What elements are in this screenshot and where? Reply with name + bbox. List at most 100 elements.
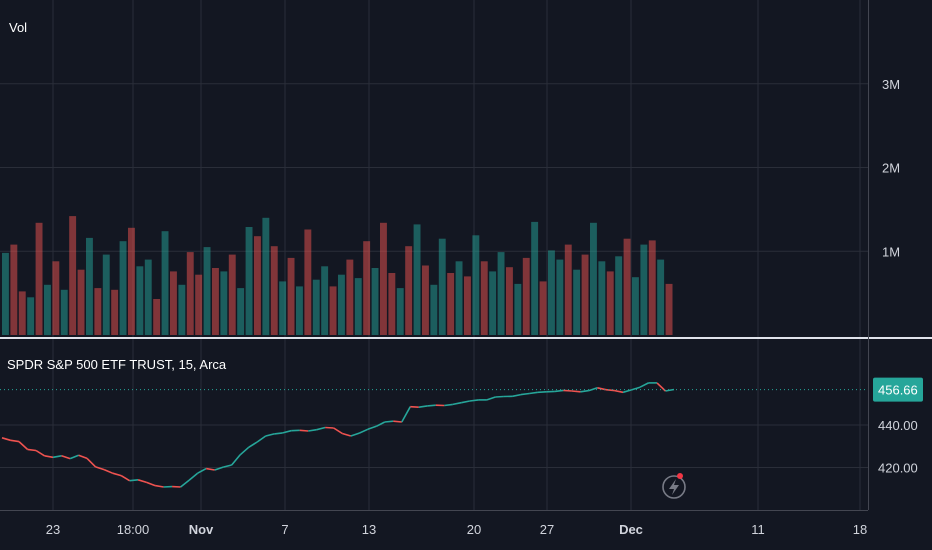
volume-bar [338,274,345,335]
volume-bar [287,257,295,335]
price-segment [495,395,504,398]
symbol-title: SPDR S&P 500 ETF TRUST, 15, Arca [7,357,227,372]
volume-bar [102,254,110,335]
price-segment [27,448,37,452]
price-segment [571,390,581,393]
price-tick-label: 420.00 [878,461,918,476]
volume-bar [363,241,371,335]
volume-bar [35,222,43,335]
volume-bar [422,265,429,335]
vol-tick-label: 2M [882,161,900,176]
price-segment [197,467,207,474]
price-segment [520,392,530,396]
volume-bar [564,244,572,335]
price-segment [18,441,29,450]
price-layer [0,382,868,488]
price-segment [427,404,436,407]
volume-bar [178,284,186,336]
vol-tick-label: 3M [882,77,900,92]
date-tick-label: 11 [751,522,765,537]
volume-bar [497,252,505,335]
price-segment [180,479,190,488]
volume-bar [270,246,278,335]
volume-bar [489,271,497,335]
date-tick-label: 13 [362,522,376,537]
price-segment [52,455,62,459]
volume-bar [220,271,228,335]
price-segment [588,387,598,392]
volume-bar [52,261,60,335]
price-segment [622,389,632,394]
price-segment [452,401,462,406]
price-segment [639,382,649,388]
volume-pane-title: Vol [9,20,27,35]
price-segment [223,464,232,468]
volume-bar [598,261,606,335]
volume-bar [522,257,530,335]
price-segment [461,400,470,404]
volume-bar [539,281,547,335]
volume-bar [254,236,261,335]
price-segment [112,472,122,477]
volume-bar [380,222,387,335]
volume-bar [573,269,581,335]
last-price-badge [873,377,923,402]
volume-bar [111,289,119,335]
volume-bar [86,237,93,335]
volume-bar [170,271,177,335]
price-segment [231,454,241,466]
price-segment [554,389,564,393]
date-tick-label: 20 [467,522,481,537]
price-segment [325,426,334,429]
price-segment [486,396,496,401]
volume-bar [77,269,85,335]
price-segment [401,406,411,423]
volume-bar [581,254,589,335]
price-segment [86,457,97,468]
price-segment [35,449,45,457]
price-segment [444,403,453,407]
price-segment [44,455,54,459]
price-segment [1,437,11,442]
price-segment [154,484,164,488]
volume-bar [657,259,665,335]
price-segment [367,425,377,431]
volume-bar [396,288,404,335]
price-segment [282,429,292,434]
price-segment [188,472,199,481]
volume-bar [455,261,463,335]
volume-bar [413,224,421,335]
volume-bar [556,259,564,335]
date-tick-label: 7 [281,522,288,537]
price-segment [265,433,275,437]
price-segment [393,420,402,423]
volume-bar [388,273,396,335]
price-segment [137,479,147,484]
volume-bar [480,261,488,335]
volume-bar [304,229,312,335]
vol-tick-label: 1M [882,244,900,259]
volume-bar [590,222,597,335]
replay-icon[interactable] [662,473,686,499]
price-segment [214,466,224,471]
volume-bar [506,267,513,335]
date-tick-label: 18:00 [117,522,150,537]
volume-bar [430,284,438,336]
volume-bar [405,246,413,335]
volume-bar [615,256,623,335]
volume-bar [623,238,631,335]
volume-bars [2,216,673,336]
axis-layer: 1M 2M 3M 420.00 440.00 456.66 23 18:00 Nov 7 13 20 2… [0,0,932,537]
price-segment [95,466,105,471]
price-segment [299,429,309,432]
volume-bar [640,244,648,335]
price-segment [333,427,343,435]
volume-bar [27,297,35,335]
date-tick-label: Nov [189,522,214,537]
date-tick-label: 18 [853,522,867,537]
volume-bar [128,227,135,335]
volume-bar [136,266,144,335]
volume-bar [144,259,152,335]
price-segment [256,435,267,443]
